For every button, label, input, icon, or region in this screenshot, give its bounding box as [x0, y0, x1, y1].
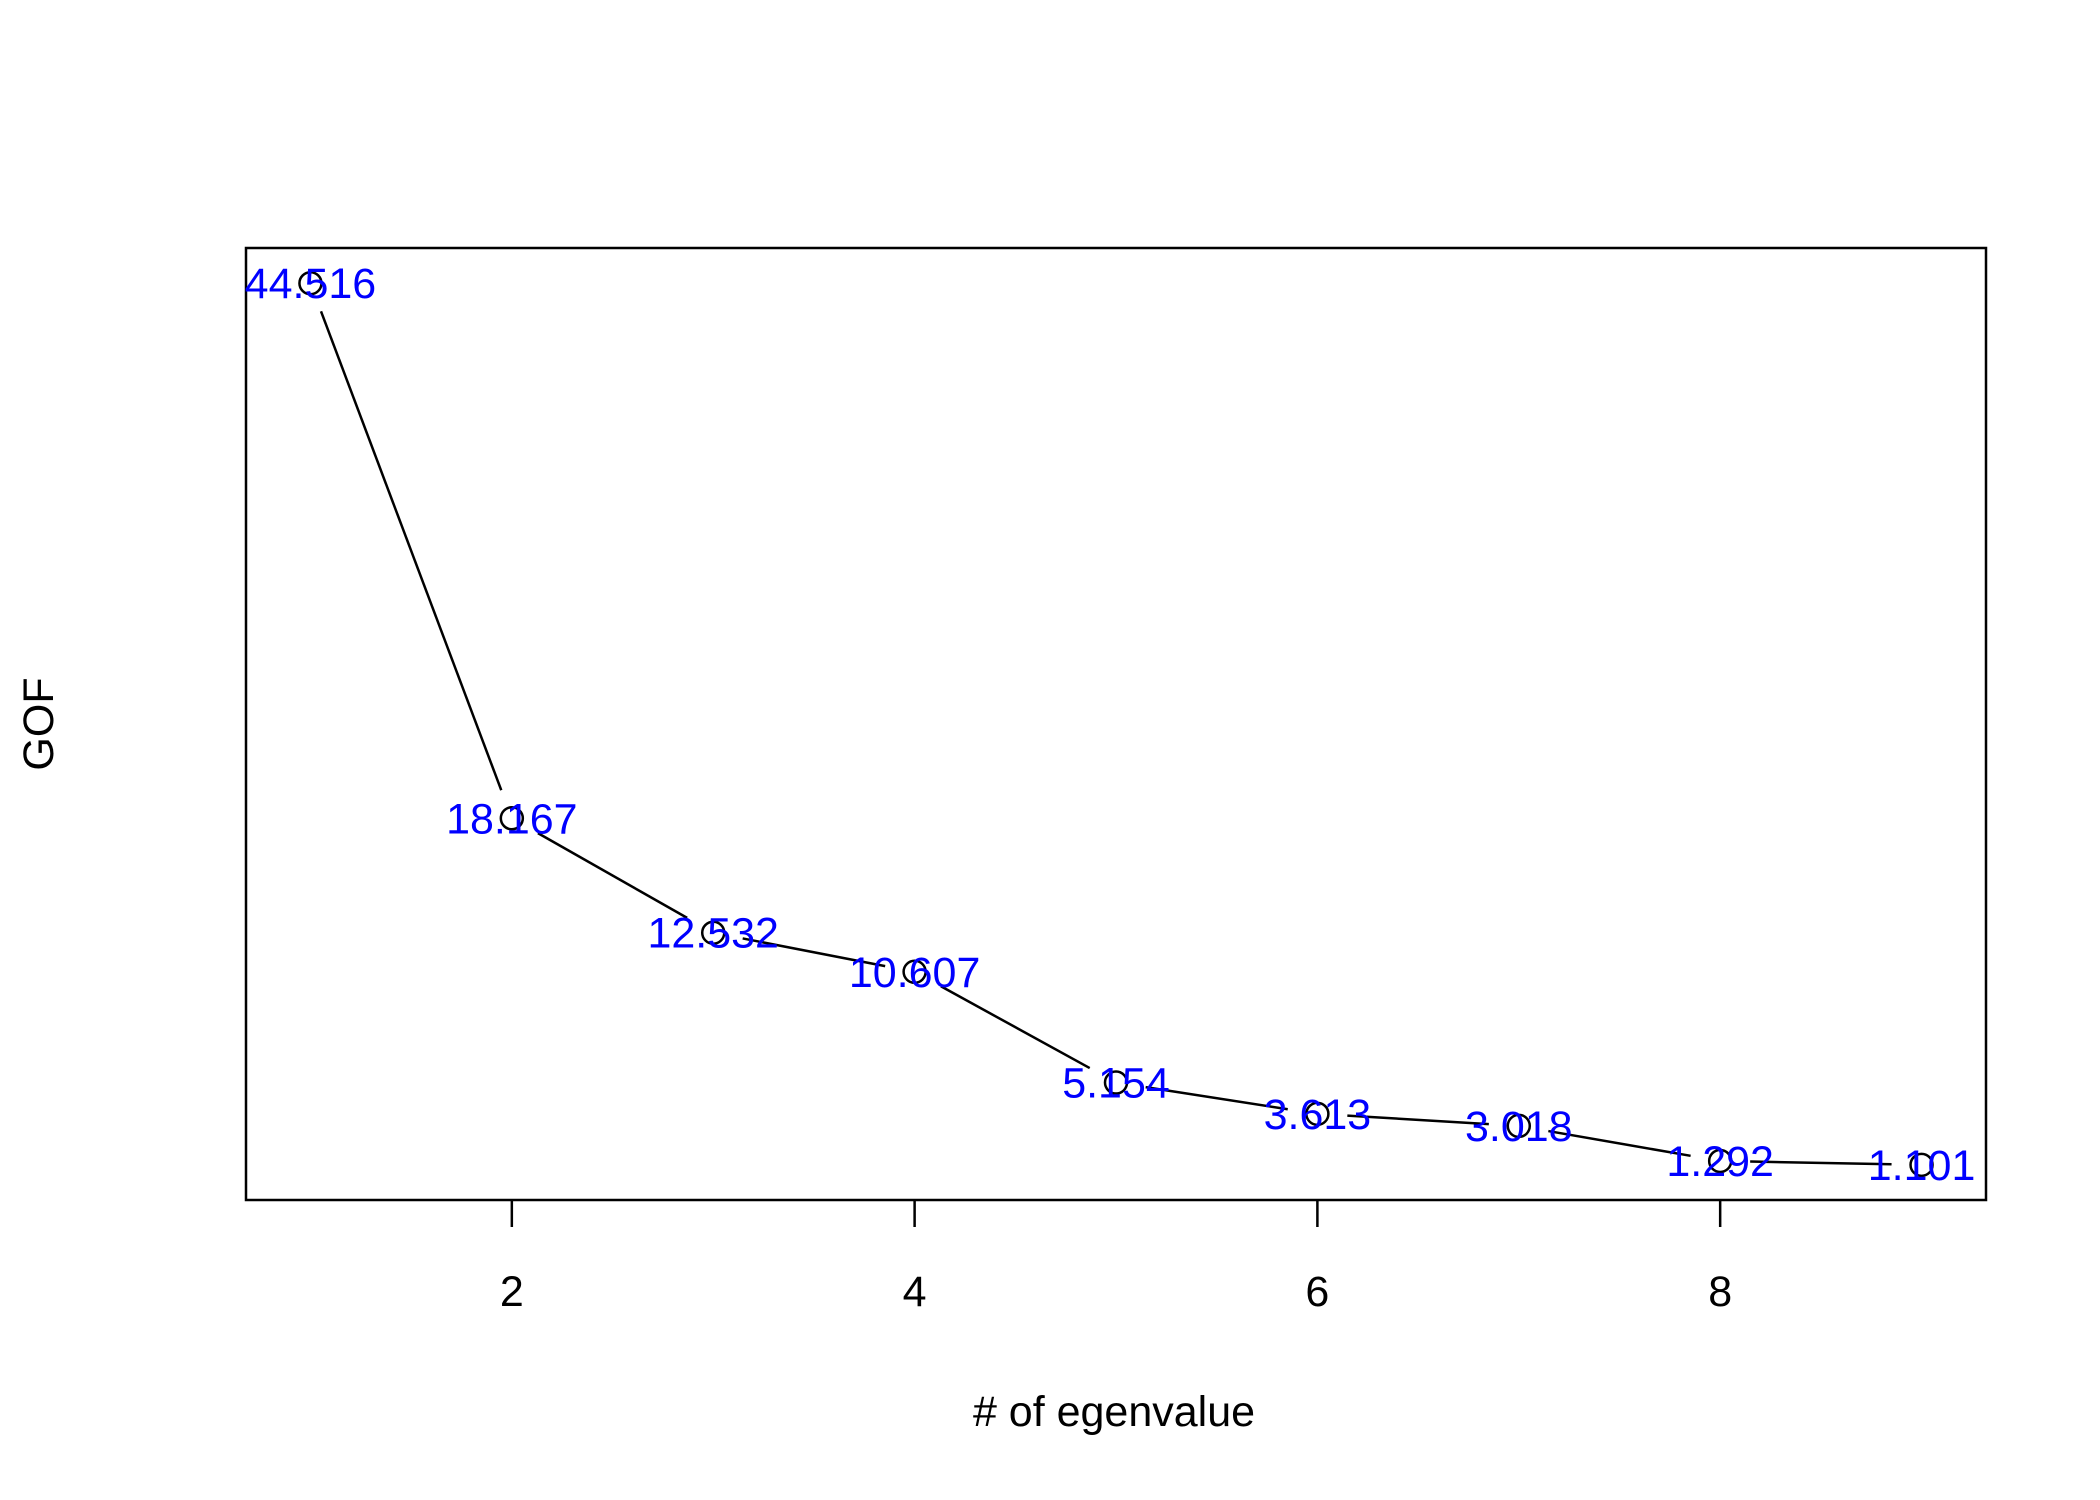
data-label: 3.613 [1264, 1091, 1372, 1139]
x-axis: 2 4 6 8 [500, 1200, 1732, 1316]
series-layer [298, 270, 1934, 1178]
y-axis-title: GOF [15, 677, 63, 770]
data-point-marker [1707, 1148, 1733, 1174]
data-label: 1.292 [1666, 1138, 1774, 1186]
data-label-layer: 44.516 18.167 12.532 10.607 5.154 3.613 3.018 1… [245, 260, 1976, 1190]
data-label: 1.101 [1868, 1142, 1976, 1190]
x-axis-title: # of egenvalue [973, 1388, 1255, 1436]
x-tick-label: 8 [1708, 1268, 1732, 1316]
series-line-segment [1145, 1085, 1288, 1111]
data-point-marker [700, 920, 726, 945]
series-line-segment [1750, 1160, 1892, 1166]
series-line-segment [1548, 1129, 1691, 1158]
data-label: 18.167 [446, 795, 578, 843]
series-line-segment [319, 310, 503, 791]
series-line-segment [537, 832, 688, 919]
data-label: 12.532 [647, 910, 779, 958]
data-label: 10.607 [849, 949, 981, 997]
data-point-marker [1103, 1070, 1129, 1095]
data-label: 3.018 [1465, 1103, 1573, 1151]
data-point-marker [1305, 1101, 1330, 1127]
data-label: 44.516 [245, 260, 377, 308]
x-tick-label: 4 [903, 1268, 927, 1316]
series-line-segment [940, 985, 1091, 1070]
data-label: 5.154 [1062, 1060, 1170, 1108]
data-point-marker [298, 270, 323, 296]
series-line-segment [1347, 1114, 1489, 1126]
series-line-segment [742, 937, 886, 968]
data-point-marker [499, 806, 525, 831]
data-point-marker [1506, 1113, 1532, 1139]
data-point-marker [1909, 1152, 1934, 1178]
x-tick-label: 2 [500, 1268, 524, 1316]
data-point-marker [902, 959, 927, 985]
x-tick-label: 6 [1305, 1268, 1329, 1316]
plot-frame [244, 246, 1988, 1202]
